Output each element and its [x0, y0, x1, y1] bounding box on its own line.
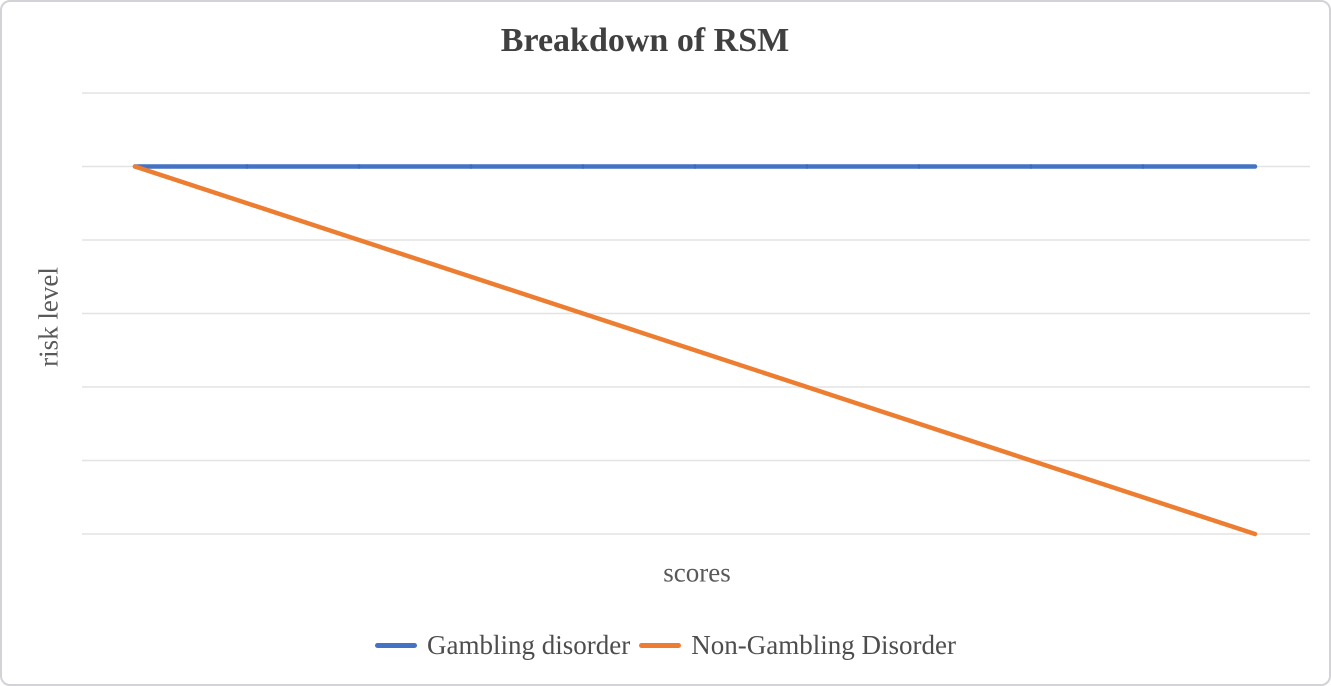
x-axis-title: scores: [663, 557, 731, 588]
y-axis-title: risk level: [33, 267, 64, 367]
legend-label-gambling-disorder: Gambling disorder: [427, 629, 631, 660]
legend-line-swatch-non-gambling-disorder: [639, 642, 682, 648]
chart-title: Breakdown of RSM: [500, 22, 790, 59]
legend-item-non-gambling-disorder: Non-Gambling Disorder: [639, 630, 956, 661]
series-line-1: [132, 164, 1258, 537]
legend-item-gambling-disorder: Gambling disorder: [375, 630, 630, 661]
legend-line-swatch-gambling-disorder: [375, 642, 418, 648]
legend: Gambling disorder Non-Gambling Disorder: [2, 628, 1329, 662]
legend-label-non-gambling-disorder: Non-Gambling Disorder: [691, 629, 956, 660]
